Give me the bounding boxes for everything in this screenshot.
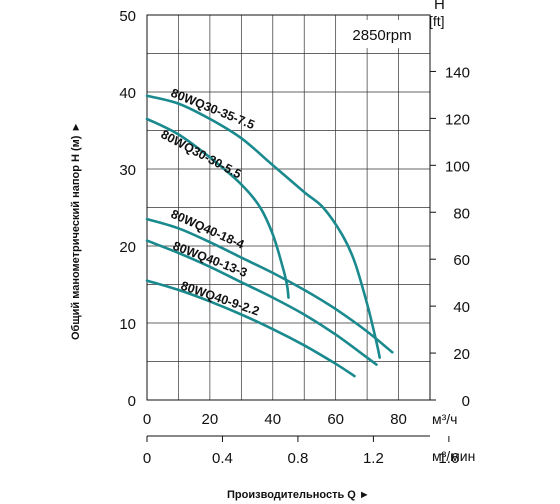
secondary-x-tick-label: 1.2 <box>363 450 384 467</box>
right-axis-tick-label: 140 <box>445 64 470 81</box>
secondary-x-tick-labels: 0 0.4 0.8 1.2 1.6 <box>143 436 459 467</box>
y-tick-label: 30 <box>119 162 136 179</box>
x-tick-label: 60 <box>327 411 344 428</box>
x-tick-label: 20 <box>202 411 219 428</box>
curve-label-80wq30-35-7-5: 80WQ30-35-7.5 <box>169 86 257 132</box>
rpm-label-box <box>339 20 425 48</box>
secondary-x-tick-label: 0 <box>143 450 151 467</box>
right-axis-tick-label: 100 <box>445 158 470 175</box>
x-tick-label: 0 <box>143 411 151 428</box>
y-tick-label: 20 <box>119 239 136 256</box>
y-tick-label: 40 <box>119 85 136 102</box>
x-tick-labels: 0 20 40 60 80 <box>143 411 407 428</box>
right-axis-title: H <box>434 0 445 13</box>
right-axis-tick-label: 60 <box>453 252 470 269</box>
x-axis-title: Производительность Q ► <box>227 489 370 501</box>
right-axis-tick-labels: 0 20 40 60 80 100 120 140 <box>430 64 470 410</box>
x2-unit: м³/мин <box>432 448 475 464</box>
right-axis: H [ft] <box>429 0 445 29</box>
y-tick-label: 50 <box>119 8 136 25</box>
pump-curves <box>145 94 394 378</box>
x-tick-label: 80 <box>390 411 407 428</box>
right-axis-unit: [ft] <box>429 13 445 29</box>
y-tick-label: 0 <box>128 393 136 410</box>
rpm-label: 2850rpm <box>352 27 411 44</box>
curve-80wq40-9-2-2 <box>145 279 356 378</box>
x-unit: м³/ч <box>432 411 457 427</box>
secondary-x-tick-label: 0.8 <box>288 450 309 467</box>
secondary-x-tick-label: 0.4 <box>212 450 233 467</box>
y-tick-label: 10 <box>119 316 136 333</box>
grid <box>146 14 431 401</box>
right-axis-tick-label: 120 <box>445 111 470 128</box>
y-axis-title: Общий манометрический напор H (м) ► <box>70 122 82 340</box>
curve-label-80wq30-30-5-5: 80WQ30-30-5.5 <box>159 127 244 181</box>
right-axis-tick-label: 0 <box>462 393 470 410</box>
right-axis-tick-label: 20 <box>453 346 470 363</box>
secondary-x-tick-label: 1.6 <box>438 450 459 467</box>
curve-80wq40-13-3 <box>145 239 378 366</box>
curve-80wq40-18-4 <box>145 217 394 354</box>
x-tick-label: 40 <box>264 411 281 428</box>
plot-frame <box>146 14 431 401</box>
right-axis-tick-label: 80 <box>453 205 470 222</box>
right-axis-tick-label: 40 <box>453 299 470 316</box>
curve-80wq30-35-7-5 <box>145 94 381 359</box>
y-tick-labels: 0 10 20 30 40 50 <box>119 8 136 410</box>
